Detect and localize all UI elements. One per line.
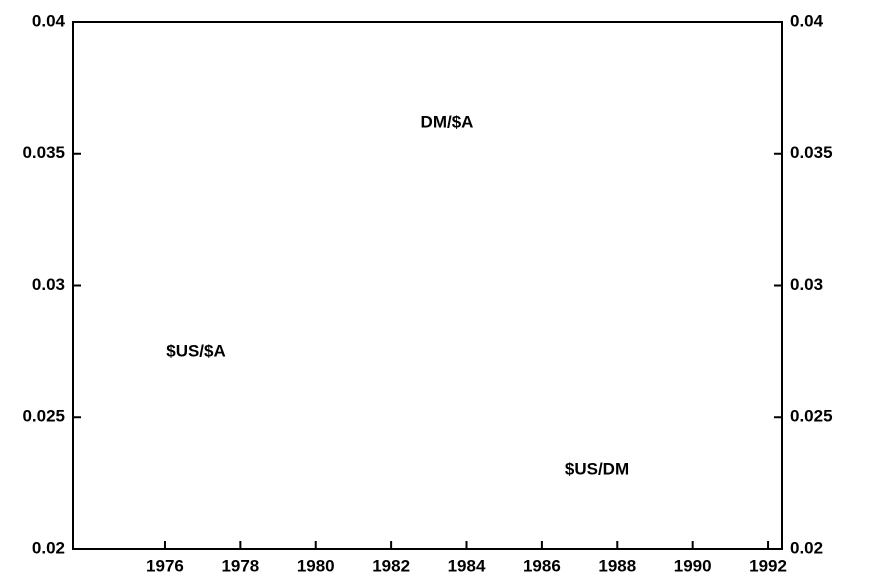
y-tick-label: 0.04	[32, 11, 66, 30]
y2-tick-label: 0.025	[790, 407, 833, 426]
x-tick-label: 1984	[448, 556, 486, 575]
series-label: DM/$A	[421, 112, 474, 131]
x-tick-label: 1976	[146, 556, 184, 575]
x-tick-label: 1982	[372, 556, 410, 575]
y2-tick-label: 0.03	[790, 275, 823, 294]
y-tick-label: 0.035	[22, 143, 65, 162]
plot-frame	[72, 21, 783, 550]
y-tick-label: 0.03	[32, 275, 65, 294]
x-tick-label: 1990	[674, 556, 712, 575]
x-tick-label: 1988	[598, 556, 636, 575]
x-tick-label: 1980	[297, 556, 335, 575]
x-tick-label: 1986	[523, 556, 561, 575]
series-label: $US/DM	[565, 459, 629, 478]
y2-tick-label: 0.02	[790, 538, 823, 557]
y2-tick-label: 0.035	[790, 143, 833, 162]
x-tick-label: 1992	[749, 556, 787, 575]
series-label: $US/$A	[166, 341, 226, 360]
y-tick-label: 0.025	[22, 407, 65, 426]
x-tick-label: 1978	[221, 556, 259, 575]
y-tick-label: 0.02	[32, 538, 65, 557]
y2-tick-label: 0.04	[790, 11, 824, 30]
